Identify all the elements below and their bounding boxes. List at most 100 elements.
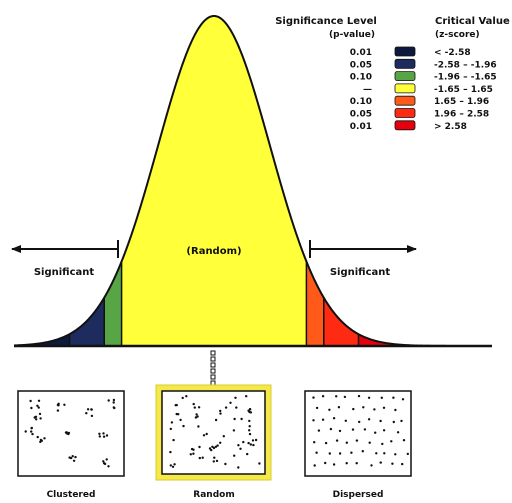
clustered-label: Clustered bbox=[47, 490, 96, 500]
point bbox=[328, 408, 331, 411]
legend-swatch-0 bbox=[394, 46, 416, 57]
point bbox=[224, 462, 227, 466]
point bbox=[383, 452, 386, 455]
legend-pvalue-3: — bbox=[363, 85, 372, 95]
point bbox=[193, 406, 196, 409]
point bbox=[332, 417, 336, 420]
point bbox=[39, 440, 42, 444]
point bbox=[249, 411, 253, 414]
connector-dot bbox=[210, 374, 216, 380]
point bbox=[382, 406, 386, 409]
point bbox=[344, 419, 347, 422]
point bbox=[355, 439, 359, 442]
point bbox=[392, 420, 395, 424]
pattern-random: Random bbox=[155, 384, 272, 500]
point bbox=[222, 435, 225, 438]
point bbox=[198, 445, 201, 449]
point bbox=[39, 438, 43, 442]
point bbox=[324, 461, 327, 465]
point bbox=[332, 463, 336, 466]
point bbox=[394, 408, 397, 412]
legend-swatch-6 bbox=[394, 120, 416, 131]
point bbox=[36, 435, 39, 439]
point bbox=[401, 398, 405, 401]
point bbox=[329, 427, 333, 431]
point bbox=[235, 406, 238, 409]
connector-dot bbox=[210, 356, 216, 362]
point bbox=[85, 412, 88, 415]
point bbox=[30, 406, 33, 410]
point bbox=[233, 454, 236, 457]
point bbox=[112, 398, 116, 402]
point bbox=[112, 406, 116, 409]
clustered-box bbox=[17, 390, 125, 477]
legend-swatch-4 bbox=[394, 95, 416, 106]
point bbox=[215, 459, 219, 463]
point bbox=[171, 465, 175, 468]
point bbox=[174, 404, 177, 407]
clustered-points bbox=[24, 398, 116, 468]
point bbox=[105, 458, 108, 461]
point bbox=[211, 445, 214, 448]
legend-pvalue-5: 0.05 bbox=[350, 110, 372, 120]
point bbox=[324, 441, 328, 445]
random-center-label: (Random) bbox=[186, 246, 241, 257]
point bbox=[328, 452, 331, 455]
legend-pvalue-0: 0.01 bbox=[350, 48, 372, 58]
connector-dot bbox=[210, 362, 216, 368]
point bbox=[181, 396, 184, 400]
point bbox=[370, 464, 373, 467]
legend-pvalue-2: 0.10 bbox=[350, 73, 372, 83]
bell-curve-regions bbox=[14, 16, 492, 346]
point bbox=[246, 452, 249, 456]
point bbox=[112, 401, 115, 404]
point bbox=[205, 432, 208, 436]
point bbox=[219, 409, 222, 413]
point bbox=[65, 432, 69, 435]
point bbox=[247, 441, 250, 445]
legend-swatch-1 bbox=[394, 58, 416, 69]
point bbox=[245, 395, 248, 398]
legend-zscore-1: -2.58 – -1.96 bbox=[434, 60, 497, 70]
point bbox=[237, 444, 240, 447]
point bbox=[98, 432, 101, 435]
connector-dot bbox=[210, 380, 216, 386]
point bbox=[179, 418, 182, 422]
legend: Significance Level (p-value) Critical Va… bbox=[275, 16, 510, 132]
point bbox=[56, 403, 60, 407]
point bbox=[102, 435, 106, 438]
point bbox=[391, 462, 394, 465]
point bbox=[216, 444, 219, 447]
point bbox=[367, 418, 371, 421]
point bbox=[192, 452, 195, 455]
point bbox=[182, 424, 185, 428]
point bbox=[375, 452, 378, 455]
point bbox=[24, 430, 27, 433]
point bbox=[351, 428, 355, 431]
legend-zscore-5: 1.96 – 2.58 bbox=[434, 110, 489, 120]
point bbox=[105, 434, 109, 437]
point bbox=[39, 417, 42, 420]
point bbox=[343, 395, 347, 399]
point bbox=[56, 409, 60, 412]
point bbox=[373, 408, 376, 411]
point bbox=[382, 429, 386, 432]
random-box bbox=[161, 390, 266, 475]
point bbox=[37, 399, 41, 402]
point bbox=[401, 462, 404, 466]
point bbox=[214, 445, 218, 448]
point bbox=[248, 429, 251, 432]
curve-region-6 bbox=[358, 334, 492, 346]
point bbox=[196, 415, 199, 418]
point bbox=[107, 465, 110, 468]
connector-dot bbox=[210, 350, 216, 356]
point bbox=[234, 396, 237, 399]
point bbox=[198, 456, 201, 460]
point bbox=[224, 406, 228, 409]
point bbox=[170, 421, 174, 424]
point bbox=[345, 441, 348, 444]
point bbox=[355, 462, 358, 465]
dispersed-label: Dispersed bbox=[333, 490, 384, 500]
point bbox=[86, 408, 90, 411]
legend-swatch-2 bbox=[394, 71, 416, 81]
